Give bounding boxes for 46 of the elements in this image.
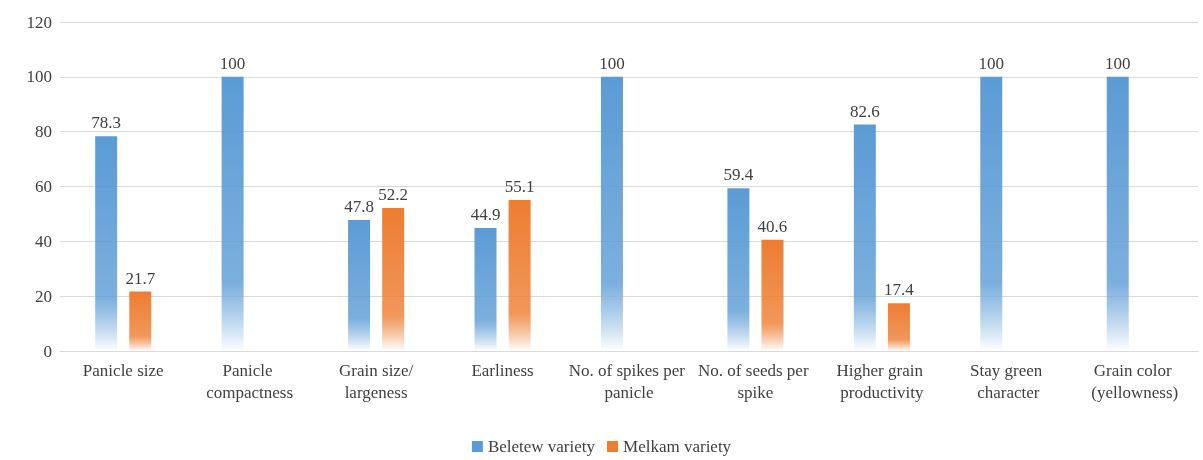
data-label: 40.6	[757, 216, 788, 236]
x-tick-label: Panicle size	[82, 360, 164, 380]
bar	[600, 76, 623, 351]
y-tick-label: 20	[35, 286, 52, 306]
data-label: 52.2	[378, 184, 409, 204]
x-tick-label: No. of seeds per spike	[698, 360, 813, 402]
data-label: 82.6	[849, 101, 880, 121]
bar	[853, 124, 876, 351]
data-label: 100	[978, 53, 1005, 73]
bar	[761, 239, 784, 351]
y-tick-label: 100	[26, 67, 52, 87]
data-label: 100	[599, 53, 625, 73]
x-tick-label: Higher grain productivity	[836, 360, 928, 402]
x-tick-label: Grain color (yellowness)	[1091, 360, 1179, 402]
data-label: 100	[1104, 53, 1131, 73]
data-label: 78.3	[91, 113, 122, 133]
data-label: 55.1	[504, 176, 535, 196]
x-tick-label: Panicle compactness	[206, 360, 294, 402]
bar	[221, 76, 244, 351]
x-tick-label: Grain size/largeness	[339, 360, 414, 402]
bar	[1106, 76, 1129, 351]
data-label: 100	[219, 53, 246, 73]
y-tick-label: 0	[43, 341, 52, 361]
y-tick-label: 80	[35, 122, 52, 142]
data-label: 47.8	[344, 196, 374, 216]
data-label: 21.7	[125, 268, 156, 288]
bar	[474, 227, 497, 351]
x-tick-label: Stay green character	[970, 360, 1047, 402]
bar	[129, 291, 152, 351]
legend-label: Melkam variety	[623, 437, 732, 456]
data-label: 44.9	[470, 204, 501, 224]
bar	[382, 207, 405, 351]
x-tick-label: No. of spikes per panicle	[568, 360, 690, 402]
bar	[980, 76, 1003, 351]
bar	[727, 188, 750, 351]
data-label: 17.4	[884, 280, 915, 300]
y-tick-label: 120	[26, 12, 52, 32]
bar	[508, 199, 531, 351]
bar	[95, 136, 118, 351]
y-tick-label: 40	[35, 231, 52, 251]
bar	[348, 219, 371, 351]
bar	[887, 303, 910, 351]
x-tick-label: Earliness	[471, 360, 534, 380]
y-tick-label: 60	[35, 177, 52, 196]
legend-label: Beletew variety	[487, 437, 596, 456]
data-label: 59.4	[723, 165, 754, 185]
